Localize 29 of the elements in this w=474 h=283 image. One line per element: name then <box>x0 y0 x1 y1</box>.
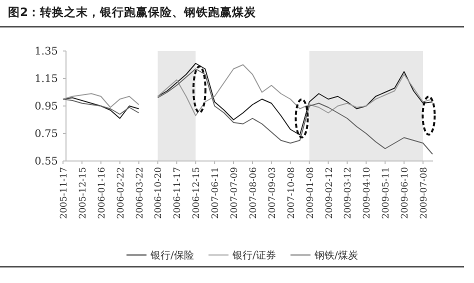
y-tick-label: 1.15 <box>34 73 58 86</box>
x-tick-label: 2006-03-22 <box>135 167 146 219</box>
x-tick-label: 2006-01-16 <box>97 166 108 219</box>
x-tick-label: 2009-04-10 <box>362 166 373 219</box>
x-tick-label: 2009-05-11 <box>382 167 392 219</box>
x-tick-label: 2009-06-10 <box>400 166 411 219</box>
y-tick-label: 0.75 <box>34 128 58 140</box>
legend-label: 银行/保险 <box>150 250 194 262</box>
x-tick-label: 2007-06-11 <box>211 167 222 219</box>
x-tick-label: 2009-02-12 <box>324 167 335 219</box>
x-tick-label: 2009-07-08 <box>420 166 430 219</box>
legend-label: 银行/证券 <box>232 250 276 262</box>
x-tick-label: 2005-11-17 <box>60 166 70 219</box>
y-tick-label: 0.55 <box>34 156 58 168</box>
x-tick-label: 2006-12-15 <box>192 166 202 219</box>
x-tick-label: 2006-10-20 <box>154 166 164 219</box>
x-tick-label: 2007-08-06 <box>248 166 259 219</box>
x-tick-label: 2007-09-03 <box>268 166 278 219</box>
y-tick-label: 0.95 <box>34 100 58 113</box>
x-tick-label: 2007-10-08 <box>286 166 297 219</box>
x-tick-label: 2007-07-09 <box>230 166 240 219</box>
x-tick-label: 2006-02-22 <box>116 167 126 219</box>
x-tick-label: 2005-12-15 <box>78 166 88 219</box>
legend-label: 钢铁/煤炭 <box>314 250 358 262</box>
x-tick-label: 2009-01-08 <box>306 166 316 219</box>
x-tick-label: 2009-03-12 <box>344 167 354 219</box>
x-tick-label: 2006-11-17 <box>173 166 184 219</box>
chart-title: 图2：转换之末，银行跑赢保险、钢铁跑赢煤炭 <box>8 5 257 19</box>
y-tick-label: 1.35 <box>34 46 58 58</box>
